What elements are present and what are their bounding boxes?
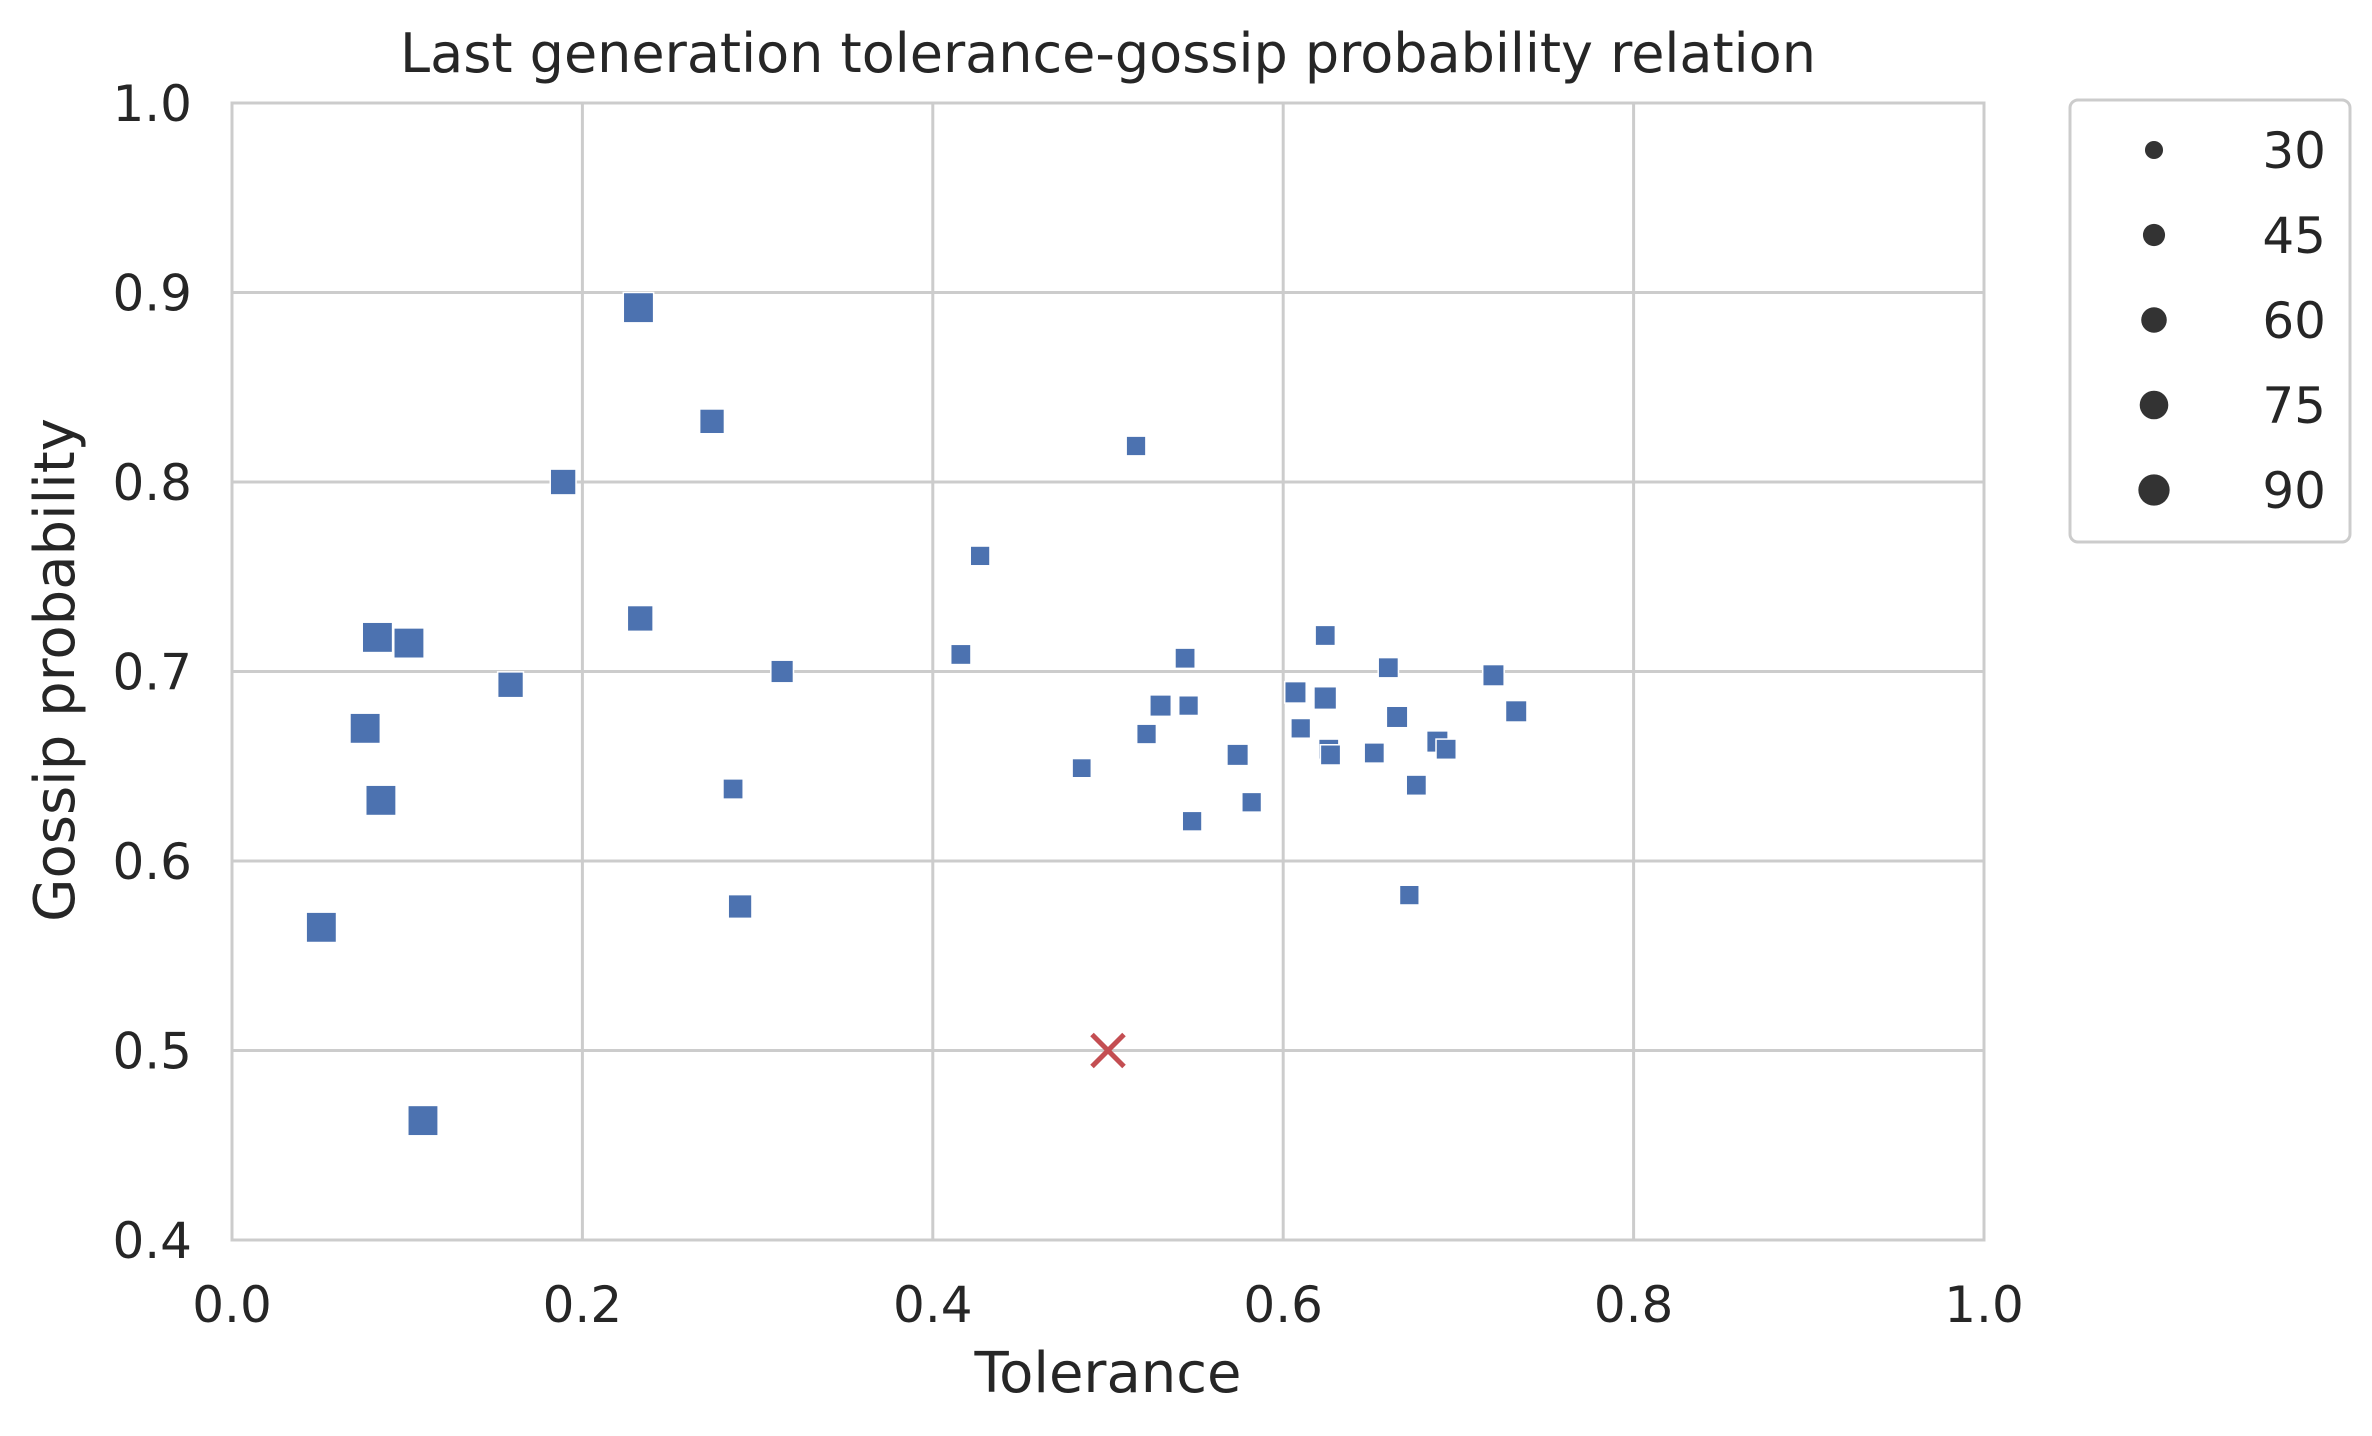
data-point — [349, 712, 382, 745]
legend-marker — [2141, 307, 2167, 333]
data-point — [969, 545, 991, 567]
data-point — [305, 911, 338, 944]
data-points — [305, 291, 1528, 1137]
x-tick-label: 0.2 — [543, 1276, 623, 1334]
legend-label: 75 — [2262, 377, 2326, 435]
data-point — [626, 604, 654, 633]
data-point — [1071, 757, 1093, 779]
legend-marker — [2139, 390, 2169, 420]
plot-frame — [230, 101, 1986, 1242]
data-point — [1174, 647, 1196, 670]
y-tick-labels: 0.4 0.5 0.6 0.7 0.8 0.9 1.0 — [112, 75, 192, 1270]
data-point — [1377, 656, 1400, 679]
legend-label: 60 — [2262, 292, 2326, 350]
legend-label: 30 — [2262, 122, 2326, 180]
data-point — [949, 643, 972, 666]
y-tick-label: 0.8 — [112, 454, 192, 512]
data-point — [1435, 738, 1458, 761]
data-point — [1398, 884, 1420, 906]
data-point — [1363, 742, 1386, 764]
data-point — [1181, 810, 1203, 832]
data-point — [1319, 744, 1342, 766]
reference-cross-stroke — [1090, 1032, 1126, 1069]
data-point — [407, 1104, 439, 1137]
x-axis-label: Tolerance — [973, 1341, 1241, 1406]
y-tick-label: 0.5 — [112, 1023, 192, 1081]
chart-title: Last generation tolerance-gossip probabi… — [400, 22, 1816, 85]
y-tick-label: 0.7 — [112, 644, 192, 702]
data-point — [1504, 699, 1528, 723]
data-point — [1125, 435, 1147, 457]
data-point — [722, 778, 744, 800]
legend-label: 90 — [2262, 462, 2326, 520]
y-tick-label: 0.9 — [112, 265, 192, 323]
data-point — [727, 893, 753, 920]
data-point — [1385, 705, 1409, 729]
legend-marker — [2142, 223, 2166, 247]
data-point — [1290, 717, 1312, 739]
legend: 30 45 60 75 90 — [2068, 98, 2352, 544]
data-point — [361, 621, 394, 654]
data-point — [1226, 743, 1250, 767]
reference-marker — [1090, 1032, 1126, 1069]
x-tick-label: 0.0 — [192, 1276, 272, 1334]
data-point — [622, 291, 655, 324]
data-point — [770, 659, 795, 684]
data-point — [1481, 663, 1505, 687]
y-tick-label: 0.4 — [112, 1212, 192, 1270]
x-tick-label: 0.6 — [1243, 1276, 1323, 1334]
data-point — [549, 468, 577, 496]
data-point — [1135, 723, 1158, 745]
data-point — [496, 671, 525, 699]
x-tick-labels: 0.0 0.2 0.4 0.6 0.8 1.0 — [192, 1276, 2024, 1334]
data-point — [1314, 624, 1337, 647]
grid-lines — [230, 101, 1986, 1242]
data-point — [698, 408, 726, 435]
legend-box — [2068, 98, 2352, 544]
data-point — [1405, 774, 1428, 797]
data-point — [1313, 685, 1338, 711]
y-tick-label: 1.0 — [112, 75, 192, 133]
legend-marker — [2138, 474, 2170, 506]
x-tick-label: 0.8 — [1594, 1276, 1674, 1334]
data-point — [364, 784, 397, 817]
x-tick-label: 0.4 — [893, 1276, 973, 1334]
data-point — [393, 627, 425, 660]
data-point — [1177, 694, 1200, 717]
legend-marker — [2144, 140, 2164, 160]
data-point — [1241, 791, 1263, 813]
y-axis-label: Gossip probability — [23, 418, 88, 922]
legend-label: 45 — [2262, 207, 2326, 265]
data-point — [1283, 680, 1307, 704]
data-point — [1149, 694, 1173, 718]
x-tick-label: 1.0 — [1944, 1276, 2024, 1334]
y-tick-label: 0.6 — [112, 833, 192, 891]
